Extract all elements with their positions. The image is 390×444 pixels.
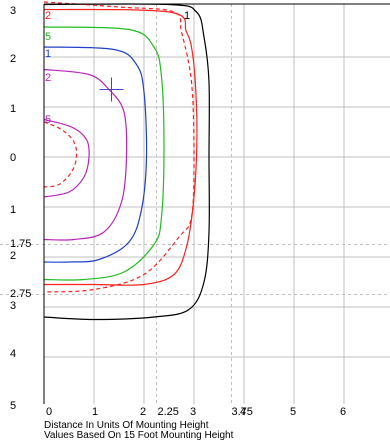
x-axis-tick-labels: 0 1 2 2.25 3 3.754 5 6: [46, 406, 346, 418]
x-tick-label: 2.25: [158, 406, 179, 418]
y-tick-label: 2.75: [10, 288, 31, 300]
contour-label: 1: [184, 10, 190, 22]
y-tick-label: 3: [10, 300, 16, 312]
y-tick-label: 1: [10, 204, 16, 216]
x-tick-label: 2: [140, 406, 146, 418]
contour-curve-4: [43, 26, 165, 281]
x-tick-label: 1: [92, 406, 98, 418]
x-tick-label: 3.75: [232, 406, 253, 418]
y-tick-label: 3: [10, 5, 16, 17]
crosshair-marker[interactable]: [99, 77, 124, 102]
x-tick-label: 3: [190, 406, 196, 418]
footnote: Values Based On 15 Foot Mounting Height: [44, 430, 234, 441]
contour-curve-8: [43, 121, 78, 188]
contour-curve-6: [43, 68, 128, 241]
y-tick-label: 5: [10, 400, 16, 412]
contour-label: 5: [45, 114, 51, 126]
x-axis-label: Distance In Units Of Mounting Height: [44, 420, 209, 431]
contour-curve-5: [43, 46, 148, 263]
contour-label: 1: [45, 48, 51, 60]
x-tick-label: 0: [46, 406, 52, 418]
y-tick-label: 2: [10, 250, 16, 262]
contour-curve-2: [43, 8, 198, 286]
contour-label: 2: [45, 72, 51, 84]
y-tick-label: 1: [10, 103, 16, 115]
y-tick-label: 0: [10, 152, 16, 164]
contour-curves: [43, 1, 210, 321]
axis-border: [43, 3, 390, 404]
dashed-guide-lines: [0, 4, 390, 404]
contour-labels: 2 5 1 2 5 1: [45, 10, 190, 126]
contour-curve-7: [43, 118, 90, 198]
y-tick-label: 1.75: [10, 238, 31, 250]
contour-curve-1: [43, 3, 210, 321]
x-tick-label: 6: [340, 406, 346, 418]
y-tick-label: 2: [10, 53, 16, 65]
x-tick-label: 4: [240, 406, 246, 418]
y-tick-label: 4: [10, 348, 16, 360]
x-tick-label: 5: [290, 406, 296, 418]
contour-label: 5: [45, 31, 51, 43]
grid-lines: [44, 4, 390, 404]
contour-curve-3: [43, 1, 195, 293]
contour-label: 2: [45, 10, 51, 22]
